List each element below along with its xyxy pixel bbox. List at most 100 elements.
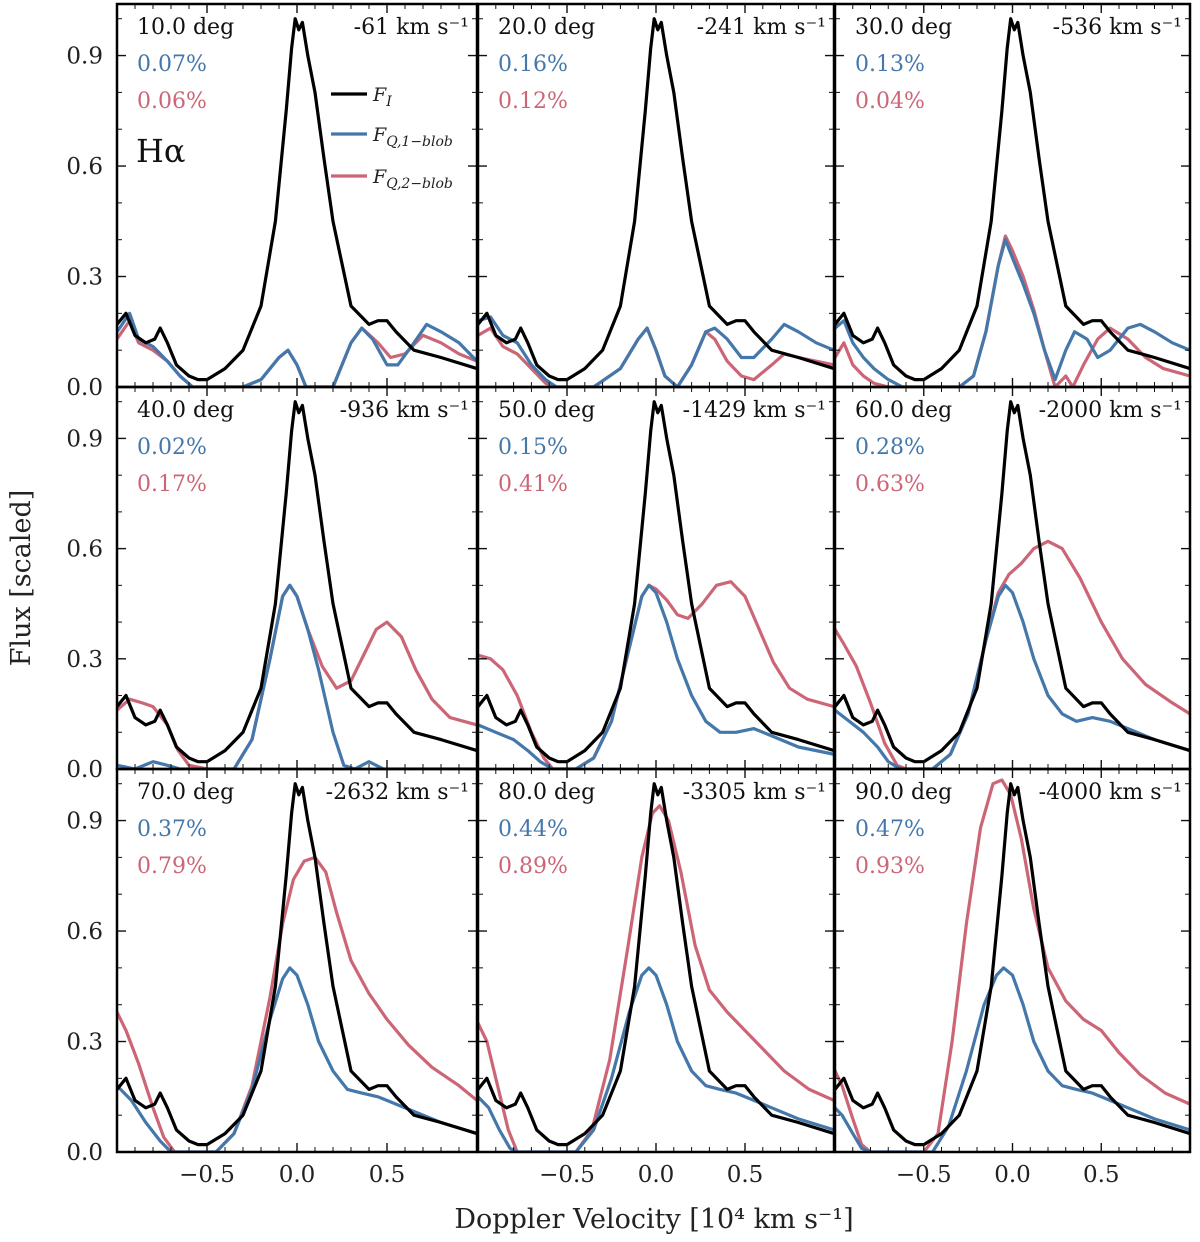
fi-line: [835, 400, 1190, 764]
panel-4: 0.0 0.3 0.6 0.9 40.0 deg 0.02% 0.17% -936 km s⁻…: [66, 385, 479, 783]
velocity-label: -536 km s⁻¹: [1053, 15, 1182, 40]
fq1-percent: 0.47%: [855, 817, 925, 842]
fi-line: [478, 782, 834, 1147]
angle-label: 60.0 deg: [855, 398, 952, 423]
fq1-percent: 0.07%: [137, 52, 207, 77]
fi-line: [835, 782, 1190, 1147]
fq2-blob-line: [117, 855, 477, 1152]
fi-line: [117, 400, 477, 764]
y-axis-label: Flux [scaled]: [6, 490, 37, 667]
panel-lines: [478, 17, 834, 387]
angle-label: 10.0 deg: [137, 15, 234, 40]
fq1-percent: 0.44%: [498, 817, 568, 842]
x-tick-label: −0.5: [539, 1162, 595, 1188]
x-tick-label: 0.5: [1083, 1162, 1120, 1188]
fq1-percent: 0.28%: [855, 435, 925, 460]
angle-label: 80.0 deg: [498, 780, 595, 805]
velocity-label: -61 km s⁻¹: [354, 15, 469, 40]
fi-line: [117, 782, 477, 1147]
y-tick-label: 0.9: [66, 809, 103, 835]
panel-lines: [835, 400, 1190, 769]
fq1-blob-line: [835, 966, 1190, 1152]
fq2-percent: 0.06%: [137, 89, 207, 114]
fq2-percent: 0.17%: [137, 472, 207, 497]
fq1-blob-line: [478, 583, 834, 769]
angle-label: 30.0 deg: [855, 15, 952, 40]
y-tick-label: 0.9: [66, 426, 103, 452]
legend-label: FI: [372, 84, 392, 110]
fq2-percent: 0.89%: [498, 854, 568, 879]
y-tick-label: 0.3: [66, 1030, 103, 1056]
fi-line: [478, 400, 834, 764]
y-tick-label: 0.3: [66, 265, 103, 291]
x-axis-label: Doppler Velocity [10⁴ km s⁻¹]: [454, 1204, 853, 1235]
y-tick-label: 0.0: [66, 375, 103, 401]
fq2-percent: 0.04%: [855, 89, 925, 114]
fq2-blob-line: [117, 583, 477, 769]
angle-label: 20.0 deg: [498, 15, 595, 40]
fq1-percent: 0.13%: [855, 52, 925, 77]
panel-lines: [835, 17, 1190, 387]
fq1-percent: 0.37%: [137, 817, 207, 842]
angle-label: 40.0 deg: [137, 398, 234, 423]
panel-lines: [117, 17, 477, 387]
panel-lines: [478, 400, 834, 769]
legend-label: FQ,2−blob: [372, 166, 453, 192]
panel-5: 50.0 deg 0.15% 0.41% -1429 km s⁻¹: [476, 385, 836, 771]
panel-8: −0.5 0.0 0.5 80.0 deg 0.44% 0.89% -3305 km s⁻¹: [476, 767, 836, 1188]
x-tick-label: −0.5: [179, 1162, 235, 1188]
panel-lines: [117, 782, 477, 1152]
angle-label: 90.0 deg: [855, 780, 952, 805]
overlay: Hα FI FQ,1−blob FQ,2−blob Doppler Velocity […: [6, 84, 854, 1235]
velocity-label: -936 km s⁻¹: [340, 398, 469, 423]
panel-lines: [117, 400, 477, 769]
angle-label: 70.0 deg: [137, 780, 234, 805]
fq1-percent: 0.15%: [498, 435, 568, 460]
x-tick-label: 0.0: [279, 1162, 316, 1188]
fq2-percent: 0.63%: [855, 472, 925, 497]
legend-label: FQ,1−blob: [372, 124, 453, 150]
velocity-label: -2000 km s⁻¹: [1039, 398, 1182, 423]
panel-lines: [835, 778, 1190, 1152]
y-tick-label: 0.9: [66, 44, 103, 70]
velocity-label: -241 km s⁻¹: [697, 15, 826, 40]
velocity-label: -3305 km s⁻¹: [683, 780, 826, 805]
fq1-blob-line: [835, 238, 1190, 387]
panel-grid: 0.0 0.3 0.6 0.9 10.0 deg 0.07% 0.06% -61 km s⁻¹…: [66, 2, 1192, 1188]
panel-1: 0.0 0.3 0.6 0.9 10.0 deg 0.07% 0.06% -61 km s⁻¹: [66, 2, 479, 401]
y-tick-label: 0.6: [66, 154, 103, 180]
line-label: Hα: [136, 132, 186, 170]
panel-9: −0.5 0.0 0.5 90.0 deg 0.47% 0.93% -4000 km s⁻¹: [833, 767, 1192, 1188]
y-tick-label: 0.3: [66, 647, 103, 673]
velocity-label: -4000 km s⁻¹: [1039, 780, 1182, 805]
legend: FI FQ,1−blob FQ,2−blob: [331, 84, 453, 192]
panel-frame: [833, 767, 1192, 1154]
fi-line: [835, 17, 1190, 382]
velocity-label: -1429 km s⁻¹: [683, 398, 826, 423]
fq1-blob-line: [478, 966, 834, 1152]
angle-label: 50.0 deg: [498, 398, 595, 423]
x-tick-label: 0.0: [994, 1162, 1031, 1188]
panel-3: 30.0 deg 0.13% 0.04% -536 km s⁻¹: [833, 2, 1192, 389]
velocity-label: -2632 km s⁻¹: [326, 780, 469, 805]
fq2-blob-line: [478, 804, 834, 1152]
panel-2: 20.0 deg 0.16% 0.12% -241 km s⁻¹: [476, 2, 836, 389]
fq1-blob-line: [117, 311, 477, 387]
x-tick-label: 0.0: [638, 1162, 675, 1188]
x-tick-label: −0.5: [896, 1162, 952, 1188]
fq1-percent: 0.16%: [498, 52, 568, 77]
fq2-blob-line: [835, 539, 1190, 769]
fq1-blob-line: [117, 583, 477, 769]
fq1-blob-line: [478, 315, 834, 387]
fq1-percent: 0.02%: [137, 435, 207, 460]
fi-line: [478, 17, 834, 382]
y-tick-label: 0.6: [66, 537, 103, 563]
fq1-blob-line: [835, 583, 1190, 769]
fi-line: [117, 17, 477, 382]
fq1-blob-line: [117, 966, 477, 1152]
x-tick-label: 0.5: [727, 1162, 764, 1188]
fq2-percent: 0.93%: [855, 854, 925, 879]
fq2-percent: 0.79%: [137, 854, 207, 879]
panel-7: 0.0 0.3 0.6 0.9 −0.5 0.0 0.5 70.0 deg 0.37% 0.79%…: [66, 767, 479, 1188]
